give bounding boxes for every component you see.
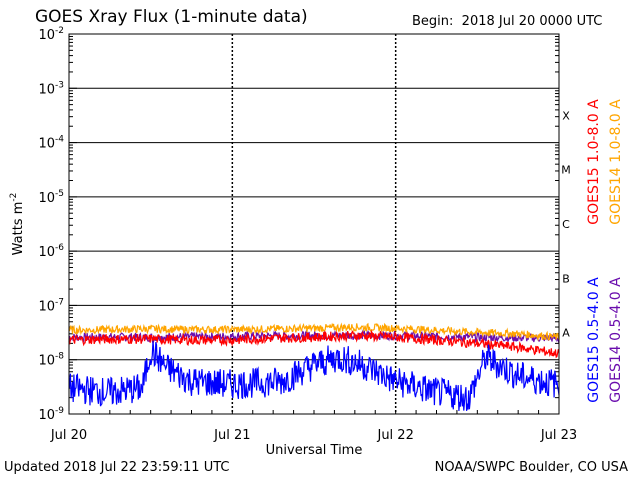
series-goes14-1-0-8-0-a [68,322,560,342]
series-goes15-1-0-8-0-a [68,329,560,359]
y-tick-labels: 10-9 10-8 10-7 10-6 10-5 10-4 10-3 10-2 [38,26,77,423]
y-tick-label: 10-9 [38,406,64,423]
series-layer [68,322,560,411]
legend-goes15-0-5-4-0-a: GOES15 0.5-4.0 A [586,277,602,403]
flare-class-b: B [562,272,570,285]
y-tick-label: 10-2 [38,26,64,43]
begin-timestamp: Begin: 2018 Jul 20 0000 UTC [412,15,602,28]
x-axis-label: Universal Time [266,443,363,458]
y-tick-label: 10-7 [38,297,64,314]
begin-label: Begin: [412,14,454,29]
flare-class-x: X [562,109,570,122]
y-axis-label: Watts m-2 [9,193,26,256]
flare-class-m: M [561,164,571,177]
begin-value: 2018 Jul 20 0000 UTC [461,14,603,29]
x-tick-labels: Jul 20 Jul 21 Jul 22 Jul 23 [50,428,577,443]
flare-class-labels: A B C M X [561,109,571,339]
y-tick-label: 10-8 [38,352,64,369]
legend-goes15-1-0-8-0-a: GOES15 1.0-8.0 A [586,99,602,225]
legend-goes14-1-0-8-0-a: GOES14 1.0-8.0 A [608,99,624,225]
y-tick-label: 10-4 [38,135,64,152]
flare-class-c: C [562,218,570,231]
x-tick-label: Jul 23 [540,428,577,443]
updated-timestamp: Updated 2018 Jul 22 23:59:11 UTC [4,460,230,475]
legend-goes14-0-5-4-0-a: GOES14 0.5-4.0 A [608,277,624,403]
credit-text: NOAA/SWPC Boulder, CO USA [434,460,628,475]
series-goes15-0-5-4-0-a [68,340,560,411]
legend-left: GOES15 1.0-8.0 A GOES15 0.5-4.0 A [586,99,602,403]
x-tick-label: Jul 20 [50,428,87,443]
y-tick-label: 10-5 [38,189,64,206]
y-tick-label: 10-6 [38,243,64,260]
x-tick-label: Jul 22 [376,428,413,443]
flare-class-a: A [562,327,570,340]
plot-frame [68,33,560,415]
chart-title: GOES Xray Flux (1-minute data) [35,7,308,27]
y-tick-label: 10-3 [38,80,64,97]
legend-right: GOES14 1.0-8.0 A GOES14 0.5-4.0 A [608,99,624,403]
x-tick-label: Jul 21 [213,428,250,443]
